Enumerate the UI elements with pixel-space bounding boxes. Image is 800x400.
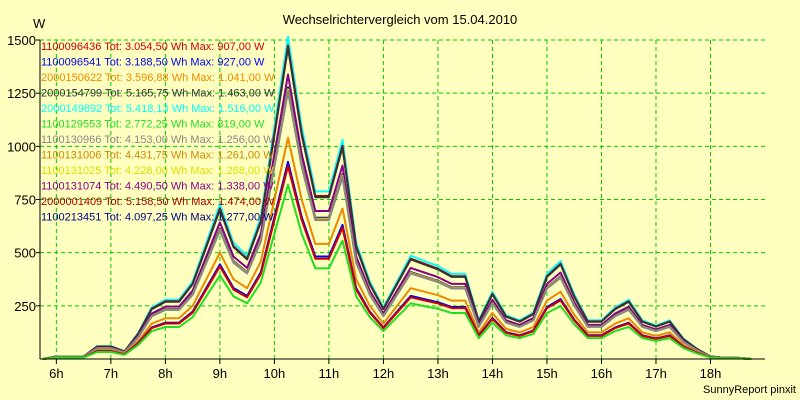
y-tick-label: 250 [14, 299, 36, 314]
y-tick-label: 1000 [7, 139, 36, 154]
series-line-2000154799 [42, 46, 752, 360]
series-line-1100131074 [42, 73, 752, 360]
legend-entry-1100213451: 1100213451 Tot: 4.097,25 Wh Max: 1.277,0… [41, 212, 274, 224]
legend-entry-2000150622: 2000150622 Tot: 3.596,88 Wh Max: 1.041,0… [41, 72, 275, 84]
y-tick-label: 1250 [7, 86, 36, 101]
y-tick-label: 750 [14, 193, 36, 208]
legend-entry-2000001409: 2000001409 Tot: 5.158,50 Wh Max: 1.474,0… [41, 196, 275, 208]
series-line-2000150622 [42, 136, 752, 360]
legend-entry-1100096541: 1100096541 Tot: 3.188,50 Wh Max: 927,00 … [41, 57, 265, 69]
series-line-1100130966 [42, 90, 752, 360]
x-tick-label: 14h [482, 366, 504, 381]
legend-entry-2000149892: 2000149892 Tot: 5.418,13 Wh Max: 1.516,0… [41, 103, 275, 115]
x-tick-label: 12h [373, 366, 395, 381]
x-tick-labels: 6h 7h 8h 9h 10h 11h 12h 13h 14h 15h 16h 17h 18h [49, 366, 721, 381]
legend-entry-1100130966: 1100130966 Tot: 4.153,00 Wh Max: 1.256,0… [41, 134, 274, 146]
x-tick-label: 8h [158, 366, 172, 381]
legend-entry-1100131074: 1100131074 Tot: 4.490,50 Wh Max: 1.338,0… [41, 181, 274, 193]
legend-entry-1100129553: 1100129553 Tot: 2.772,25 Wh Max: 819,00 … [41, 119, 265, 131]
x-tick-label: 18h [700, 366, 722, 381]
x-tick-label: 6h [49, 366, 63, 381]
x-tick-label: 16h [591, 366, 613, 381]
credit-text: SunnyReport pinxit [703, 384, 796, 396]
x-tick-label: 7h [104, 366, 118, 381]
series-line-1100129553 [42, 183, 752, 360]
series-lines [42, 35, 752, 360]
legend-entry-1100131006: 1100131006 Tot: 4.431,75 Wh Max: 1.261,0… [41, 150, 274, 162]
y-tick-labels: 250 500 750 1000 1250 1500 [7, 33, 36, 314]
y-tick-label: 500 [14, 246, 36, 261]
x-tick-label: 13h [427, 366, 449, 381]
x-tick-label: 10h [264, 366, 286, 381]
axes [36, 39, 765, 364]
legend-entry-1100096436: 1100096436 Tot: 3.054,50 Wh Max: 907,00 … [41, 41, 265, 53]
legend-entry-2000154799: 2000154799 Tot: 5.165,75 Wh Max: 1.463,0… [41, 88, 275, 100]
x-tick-label: 17h [645, 366, 667, 381]
legend-entry-1100131025: 1100131025 Tot: 4.228,00 Wh Max: 1.268,0… [41, 165, 274, 177]
y-axis-unit-label: W [33, 16, 46, 31]
x-tick-label: 15h [536, 366, 558, 381]
chart-title: Wechselrichtervergleich vom 15.04.2010 [283, 12, 518, 27]
series-line-1100096436 [42, 165, 752, 360]
y-tick-label: 1500 [7, 33, 36, 48]
legend: 1100096436 Tot: 3.054,50 Wh Max: 907,00 … [41, 41, 275, 224]
x-tick-label: 11h [319, 366, 340, 381]
x-tick-label: 9h [213, 366, 227, 381]
